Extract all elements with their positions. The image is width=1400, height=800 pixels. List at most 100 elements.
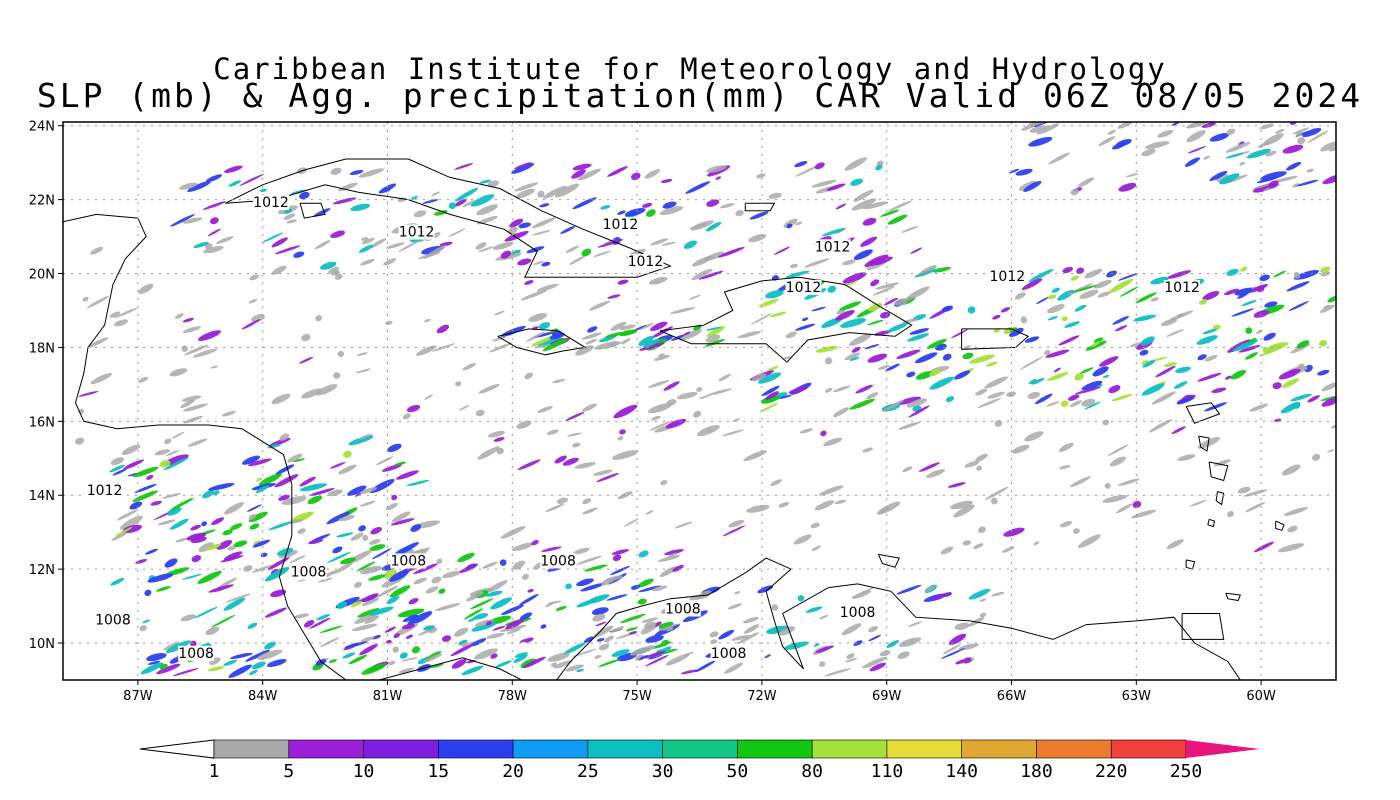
precip-cell [411, 646, 421, 654]
colorbar-label: 5 [283, 761, 294, 782]
precip-cell [1024, 431, 1044, 442]
precip-cell [1024, 336, 1040, 343]
precip-cell [705, 334, 721, 343]
precip-cell [1331, 424, 1336, 429]
isobar-label: 1008 [665, 601, 701, 617]
precip-cell [639, 342, 665, 351]
precip-cell [520, 289, 548, 301]
precip-cell [1044, 349, 1051, 356]
precip-cell [610, 321, 627, 331]
precip-cell [1204, 402, 1228, 412]
precip-cell [906, 371, 916, 378]
precip-cell [706, 326, 725, 338]
coastline-aruba-curacao [877, 553, 900, 568]
precip-cell [1199, 299, 1208, 305]
precip-cell [591, 607, 609, 615]
isobar-label-bg [814, 239, 851, 255]
precip-cell [1107, 444, 1129, 456]
precip-cell [835, 309, 855, 321]
precip-cell [778, 502, 790, 508]
precip-cell [984, 376, 1008, 389]
precip-cell [954, 622, 970, 630]
precip-cell [1292, 183, 1301, 188]
precip-cell [1245, 352, 1258, 360]
precip-cell [907, 333, 930, 342]
precip-cell [1029, 125, 1048, 133]
isobar-label-bg [540, 553, 577, 569]
precip-cell [822, 228, 845, 237]
precip-cell [973, 543, 984, 550]
precip-cell [698, 590, 712, 599]
precip-cell [408, 598, 419, 605]
precip-cell [653, 355, 670, 361]
precip-cell [162, 492, 182, 499]
precip-cell [396, 470, 419, 480]
precip-cell [598, 658, 621, 667]
precip-cell [209, 217, 219, 225]
precip-cell [1019, 356, 1044, 370]
precip-cell [572, 197, 597, 210]
precip-cell [492, 336, 506, 342]
precip-cell [531, 335, 555, 347]
colorbar-label: 80 [801, 761, 823, 782]
precip-cell [397, 608, 425, 618]
precip-cell [1184, 157, 1200, 167]
precip-cell [1074, 304, 1087, 312]
precip-cell [241, 319, 261, 330]
precip-cell [455, 381, 462, 387]
precip-cell [212, 490, 220, 496]
precip-cell [1141, 148, 1156, 157]
precip-cell [727, 603, 742, 610]
precip-cell [593, 469, 613, 476]
precip-cell [356, 561, 376, 572]
precip-cell [1319, 304, 1335, 313]
precip-cell [512, 560, 526, 570]
precip-cell [1209, 170, 1228, 181]
precip-cell [336, 601, 348, 609]
precip-cell [1321, 382, 1336, 392]
precip-cell [386, 595, 400, 605]
colorbar-segment [512, 739, 589, 759]
precip-cell [486, 580, 508, 593]
precip-cell [820, 430, 827, 437]
precip-cell [347, 485, 367, 496]
precip-cell [459, 404, 470, 411]
precip-cell [248, 514, 257, 520]
precip-cell [862, 201, 889, 210]
precip-cell [223, 659, 237, 666]
precip-cell [743, 450, 767, 462]
precip-cell [348, 435, 374, 446]
coastline-central-america [63, 213, 347, 680]
precip-cell [354, 492, 362, 497]
precip-cell [361, 237, 375, 245]
isobar-label: 1012 [603, 217, 639, 233]
precip-cell [1102, 494, 1128, 503]
coastline-guadeloupe [1185, 402, 1221, 424]
precip-cell [1297, 363, 1305, 370]
precip-cell [1027, 392, 1041, 399]
precip-cell [851, 346, 861, 353]
precip-cell [785, 331, 797, 339]
precip-cell [1302, 127, 1322, 138]
map-frame [62, 121, 1337, 681]
precip-cell [571, 648, 598, 658]
precip-cell [824, 668, 851, 677]
precip-cell [1177, 396, 1195, 405]
precip-cell [1209, 133, 1230, 142]
precip-cell [330, 462, 346, 469]
precip-cell [628, 631, 638, 635]
colorbar-segment [1036, 739, 1112, 759]
precip-cell [732, 418, 741, 422]
precip-cell [581, 248, 592, 257]
precip-cell [507, 226, 518, 234]
precip-cell [990, 497, 998, 505]
precip-cell [1045, 401, 1061, 407]
precip-cell [182, 217, 203, 224]
precip-cell [514, 652, 528, 658]
precip-cell [114, 319, 128, 327]
precip-cell [1166, 539, 1184, 550]
precip-cell [649, 420, 672, 431]
precip-cell [1296, 179, 1319, 187]
precip-cell [1111, 394, 1133, 402]
precip-cell [1290, 393, 1312, 402]
